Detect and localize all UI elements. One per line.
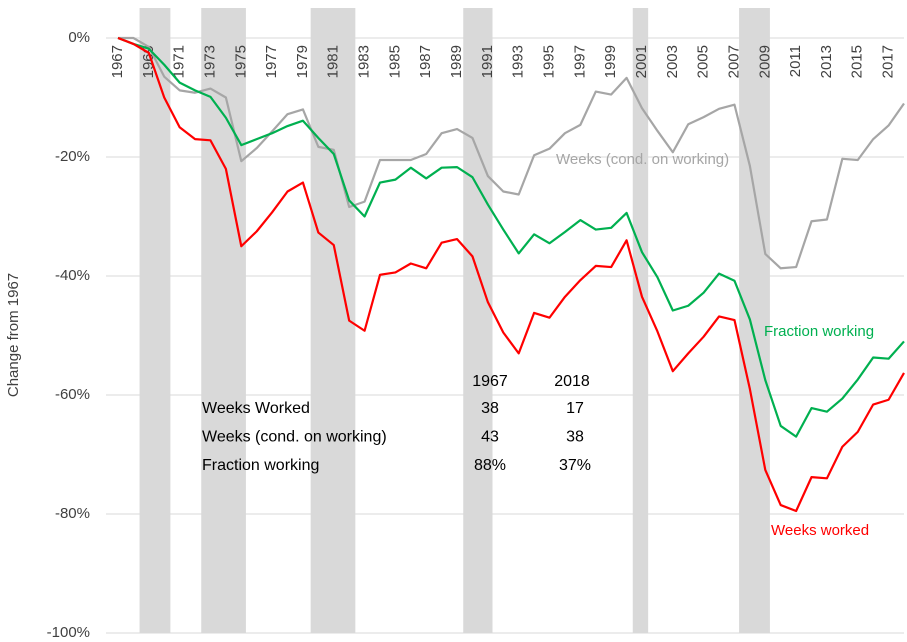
table-header: 1967: [472, 373, 508, 390]
y-tick-label: -60%: [55, 386, 90, 403]
series-label: Weeks (cond. on working): [556, 151, 729, 168]
x-tick-label: 1973: [201, 45, 218, 78]
shaded-period: [201, 8, 246, 633]
y-tick-label: -20%: [55, 148, 90, 165]
x-tick-label: 2015: [849, 45, 866, 78]
table-row-label: Weeks (cond. on working): [202, 429, 387, 446]
shaded-period: [463, 8, 493, 633]
x-tick-label: 2009: [756, 45, 773, 78]
x-tick-label: 1995: [540, 45, 557, 78]
x-tick-label: 2005: [695, 45, 712, 78]
table-cell: 38: [481, 400, 499, 417]
table-cell: 37%: [559, 457, 591, 474]
y-tick-label: 0%: [68, 29, 90, 46]
series-line: [117, 36, 905, 438]
x-tick-label: 1991: [479, 45, 496, 78]
x-tick-label: 1977: [263, 45, 280, 78]
series-label: Fraction working: [764, 323, 874, 340]
x-tick-label: 1987: [417, 45, 434, 78]
x-tick-label: 1983: [356, 45, 373, 78]
x-tick-label: 2001: [633, 45, 650, 78]
x-tick-label: 1993: [510, 45, 527, 78]
table-header: 2018: [554, 373, 590, 390]
shaded-period: [739, 8, 770, 633]
shaded-period: [139, 8, 171, 633]
table-cell: 38: [566, 429, 584, 446]
y-tick-label: -40%: [55, 267, 90, 284]
x-tick-label: 2011: [787, 45, 804, 77]
series-line: [118, 36, 905, 270]
table-cell: 17: [566, 400, 584, 417]
y-tick-label: -100%: [47, 624, 90, 641]
x-tick-label: 1989: [448, 45, 465, 78]
y-axis-label: Change from 1967: [5, 273, 22, 397]
x-tick-label: 2017: [880, 45, 897, 78]
series-line: [117, 36, 905, 513]
x-tick-label: 1999: [602, 45, 619, 78]
x-tick-label: 2007: [725, 45, 742, 78]
table-row-label: Weeks Worked: [202, 400, 310, 417]
table-cell: 43: [481, 429, 499, 446]
x-tick-label: 1975: [232, 45, 249, 78]
shaded-period: [310, 8, 356, 633]
x-tick-label: 1971: [171, 45, 188, 78]
x-tick-label: 1967: [109, 45, 126, 78]
table-row-label: Fraction working: [202, 457, 319, 474]
y-tick-label: -80%: [55, 505, 90, 522]
x-tick-label: 1979: [294, 45, 311, 78]
table-cell: 88%: [474, 457, 506, 474]
shaded-period: [632, 8, 649, 633]
series-label: Weeks worked: [771, 522, 869, 539]
x-tick-label: 2013: [818, 45, 835, 78]
x-tick-label: 1985: [386, 45, 403, 78]
x-tick-label: 1997: [571, 45, 588, 78]
x-tick-label: 2003: [664, 45, 681, 78]
x-tick-label: 1981: [325, 45, 342, 78]
